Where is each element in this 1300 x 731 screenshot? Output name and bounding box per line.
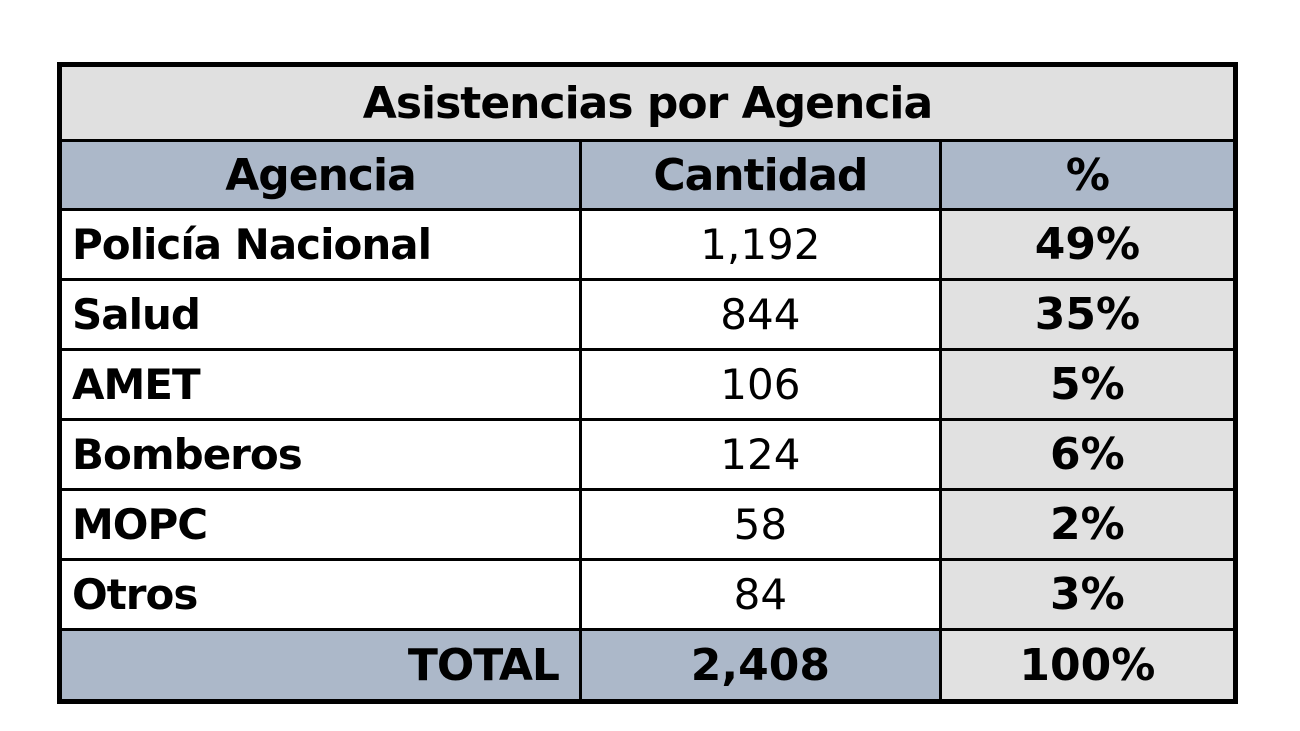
percent-cell: 3% [938, 558, 1238, 631]
asistencias-por-agencia-table: Asistencias por Agencia Agencia Cantidad… [57, 62, 1238, 704]
cantidad-cell: 1,192 [578, 208, 942, 281]
percent-cell: 5% [938, 348, 1238, 421]
percent-cell: 2% [938, 488, 1238, 561]
column-header-agencia: Agencia [58, 139, 582, 211]
table-header-row: Agencia Cantidad % [58, 139, 1238, 211]
cantidad-cell: 106 [578, 348, 942, 421]
agency-name-cell: Policía Nacional [58, 208, 582, 281]
agency-name-cell: Bomberos [58, 418, 582, 491]
cantidad-cell: 84 [578, 558, 942, 631]
agency-name-cell: AMET [58, 348, 582, 421]
percent-cell: 6% [938, 418, 1238, 491]
total-percent: 100% [938, 628, 1238, 703]
table-title-row: Asistencias por Agencia [58, 63, 1237, 142]
table-row: Policía Nacional 1,192 49% [58, 208, 1238, 281]
total-cantidad: 2,408 [578, 628, 942, 703]
column-header-cantidad: Cantidad [578, 139, 942, 211]
table-title: Asistencias por Agencia [58, 63, 1237, 142]
percent-cell: 35% [938, 278, 1238, 351]
agency-name-cell: MOPC [58, 488, 582, 561]
cantidad-cell: 58 [578, 488, 942, 561]
table-container: Asistencias por Agencia Agencia Cantidad… [57, 62, 1238, 704]
percent-cell: 49% [938, 208, 1238, 281]
column-header-percent: % [938, 139, 1238, 211]
agency-name-cell: Otros [58, 558, 582, 631]
cantidad-cell: 124 [578, 418, 942, 491]
table-row: Otros 84 3% [58, 558, 1238, 631]
agency-name-cell: Salud [58, 278, 582, 351]
cantidad-cell: 844 [578, 278, 942, 351]
total-label: TOTAL [58, 628, 582, 703]
table-row: Bomberos 124 6% [58, 418, 1238, 491]
total-row: TOTAL 2,408 100% [58, 628, 1238, 703]
table-row: AMET 106 5% [58, 348, 1238, 421]
table-row: Salud 844 35% [58, 278, 1238, 351]
table-row: MOPC 58 2% [58, 488, 1238, 561]
